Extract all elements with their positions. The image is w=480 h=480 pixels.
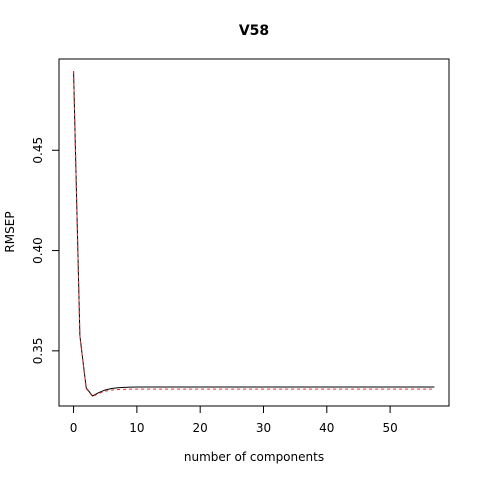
y-tick-label: 0.45 xyxy=(31,137,45,164)
chart-title: V58 xyxy=(239,23,269,39)
x-tick-label: 40 xyxy=(319,421,334,435)
y-tick-label: 0.35 xyxy=(31,337,45,364)
y-axis-label: RMSEP xyxy=(3,211,17,252)
series-layer xyxy=(73,71,435,398)
y-tick-label: 0.40 xyxy=(31,237,45,264)
x-axis: 0 10 20 30 40 50 xyxy=(70,405,398,435)
series-line-1 xyxy=(73,71,435,397)
plot-area-frame xyxy=(58,58,450,407)
x-tick-label: 30 xyxy=(256,421,271,435)
x-tick-label: 0 xyxy=(70,421,78,435)
x-tick-label: 50 xyxy=(382,421,397,435)
x-axis-label: number of components xyxy=(184,450,324,464)
x-tick-label: 20 xyxy=(193,421,208,435)
y-axis: 0.35 0.40 0.45 xyxy=(31,137,60,364)
x-tick-label: 10 xyxy=(129,421,144,435)
series-line-2 xyxy=(73,71,435,398)
